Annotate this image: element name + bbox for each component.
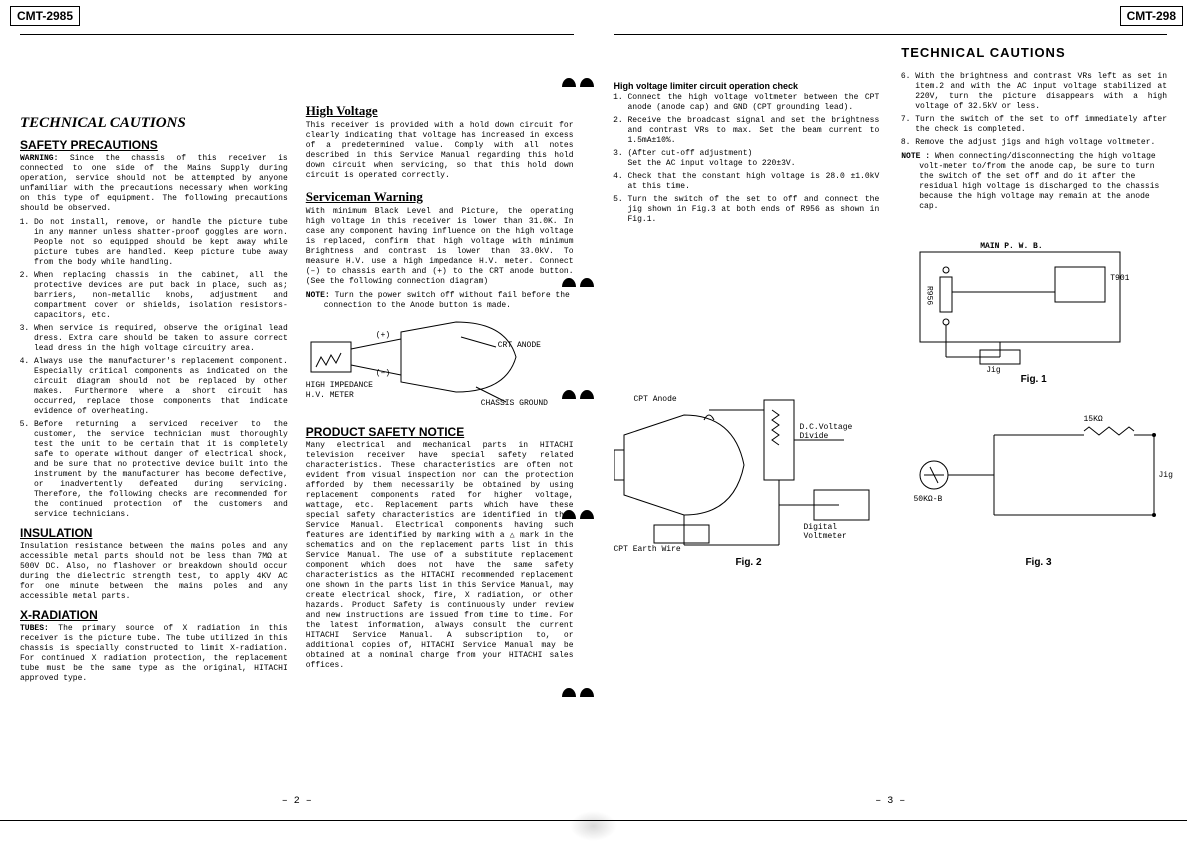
fig2-dcv-label: D.C.Voltage Divide xyxy=(800,423,884,441)
thumb-mark-icon xyxy=(562,78,576,87)
warning-paragraph: WARNING: Since the chassis of this recei… xyxy=(20,154,288,214)
diag-minus-label: (–) xyxy=(376,369,390,378)
safety-item: Always use the manufacturer's replacemen… xyxy=(34,357,288,417)
figure-3: 15KΩ 50KΩ-B Jig Fig. 3 xyxy=(904,395,1174,568)
thumb-mark-icon xyxy=(580,510,594,519)
safety-item: When service is required, observe the or… xyxy=(34,324,288,354)
safety-item: When replacing chassis in the cabinet, a… xyxy=(34,271,288,321)
hv-check-item: Receive the broadcast signal and set the… xyxy=(628,116,880,146)
hv-check-item: With the brightness and contrast VRs lef… xyxy=(915,72,1167,112)
right-note-text: When connecting/disconnecting the high v… xyxy=(919,152,1159,211)
diag-crt-anode-label: CRT ANODE xyxy=(498,341,541,350)
safety-item: Do not install, remove, or handle the pi… xyxy=(34,218,288,268)
fig3-caption: Fig. 3 xyxy=(904,557,1174,568)
diag-meter-label-1: HIGH IMPEDANCE xyxy=(306,381,373,390)
safety-precautions-heading: SAFETY PRECAUTIONS xyxy=(20,138,288,152)
hv-check-list-cont: With the brightness and contrast VRs lef… xyxy=(901,72,1167,148)
insulation-text: Insulation resistance between the mains … xyxy=(20,542,288,602)
fig-spacer xyxy=(614,242,881,385)
hv-check-item: (After cut-off adjustment) Set the AC in… xyxy=(628,149,880,169)
fig3-r1-label: 15KΩ xyxy=(1084,415,1103,424)
high-voltage-text: This receiver is provided with a hold do… xyxy=(306,121,574,181)
warning-label: WARNING: xyxy=(20,154,58,163)
left-col-2: High Voltage This receiver is provided w… xyxy=(306,75,574,688)
page-fold-shadow xyxy=(570,811,617,841)
fig1-t901-label: T901 xyxy=(1110,274,1129,283)
diag-plus-label: (+) xyxy=(376,331,390,340)
model-number-left: CMT-2985 xyxy=(10,6,80,26)
high-voltage-heading: High Voltage xyxy=(306,103,574,119)
hv-check-item-text: (After cut-off adjustment) Set the AC in… xyxy=(628,149,796,168)
thumb-mark-icon xyxy=(580,688,594,697)
note-paragraph: NOTE: Turn the power switch off without … xyxy=(324,291,574,311)
top-rule-right xyxy=(614,34,1168,35)
hv-check-item: Turn the switch of the set to off and co… xyxy=(628,195,880,225)
fig3-diagram: 15KΩ 50KΩ-B Jig xyxy=(904,395,1174,555)
fig3-jig-label: Jig xyxy=(1159,471,1173,480)
fig2-dv-label: Digital Voltmeter xyxy=(804,523,884,541)
fig2-anode-label: CPT Anode xyxy=(634,395,677,404)
hv-check-item: Check that the constant high voltage is … xyxy=(628,172,880,192)
product-safety-notice-heading: PRODUCT SAFETY NOTICE xyxy=(306,425,574,439)
fig3-r2-label: 50KΩ-B xyxy=(914,495,943,504)
serviceman-warning-heading: Serviceman Warning xyxy=(306,189,574,205)
thumb-mark-icon xyxy=(580,278,594,287)
diag-meter-label-2: H.V. METER xyxy=(306,391,354,400)
right-note-label: NOTE : xyxy=(901,152,930,161)
fig1-diagram: MAIN P. W. B. T901 R956 Jig xyxy=(900,242,1167,372)
tubes-label: TUBES: xyxy=(20,624,49,633)
fig3-svg xyxy=(904,395,1174,555)
page-left: CMT-2985 TECHNICAL CAUTIONS SAFETY PRECA… xyxy=(0,0,594,841)
hv-check-list: Connect the high voltage voltmeter betwe… xyxy=(614,93,880,225)
top-rule-left xyxy=(20,34,574,35)
fig1-main-label: MAIN P. W. B. xyxy=(980,242,1042,251)
x-radiation-text: The primary source of X radiation in thi… xyxy=(20,624,288,683)
figure-2: CPT Anode CPT Earth Wire D.C.Voltage Div… xyxy=(614,395,884,568)
hv-limiter-check-heading: High voltage limiter circuit operation c… xyxy=(614,81,880,91)
hv-check-item: Turn the switch of the set to off immedi… xyxy=(915,115,1167,135)
thumb-mark-icon xyxy=(580,390,594,399)
serviceman-warning-text: With minimum Black Level and Picture, th… xyxy=(306,207,574,287)
page-number-left: – 2 – xyxy=(282,796,312,807)
note-text: Turn the power switch off without fail b… xyxy=(324,291,570,310)
page-right: CMT-298 High voltage limiter circuit ope… xyxy=(594,0,1187,841)
thumb-mark-icon xyxy=(562,688,576,697)
fig1-caption: Fig. 1 xyxy=(900,374,1167,385)
fig1-r956-label: R956 xyxy=(924,286,933,305)
diag-chassis-ground-label: CHASSIS GROUND xyxy=(481,399,548,408)
fig2-caption: Fig. 2 xyxy=(614,557,884,568)
fig2-diagram: CPT Anode CPT Earth Wire D.C.Voltage Div… xyxy=(614,395,884,555)
hv-check-item: Remove the adjust jigs and high voltage … xyxy=(915,138,1167,148)
model-number-right: CMT-298 xyxy=(1120,6,1183,26)
fig2-earth-label: CPT Earth Wire xyxy=(614,545,681,554)
safety-item: Before returning a serviced receiver to … xyxy=(34,420,288,520)
hv-check-item: Connect the high voltage voltmeter betwe… xyxy=(628,93,880,113)
thumb-mark-icon xyxy=(562,390,576,399)
insulation-heading: INSULATION xyxy=(20,526,288,540)
right-columns: High voltage limiter circuit operation c… xyxy=(614,75,1168,228)
thumb-mark-icon xyxy=(562,510,576,519)
left-columns: TECHNICAL CAUTIONS SAFETY PRECAUTIONS WA… xyxy=(20,75,574,688)
note-label: NOTE: xyxy=(306,291,330,300)
figures-row: MAIN P. W. B. T901 R956 Jig Fig. 1 xyxy=(614,242,1168,385)
x-radiation-heading: X-RADIATION xyxy=(20,608,288,622)
fig1-jig-label: Jig xyxy=(986,366,1000,375)
warning-text: Since the chassis of this receiver is co… xyxy=(20,154,288,213)
figure-1: MAIN P. W. B. T901 R956 Jig Fig. 1 xyxy=(900,242,1167,385)
technical-cautions-heading-right: TECHNICAL CAUTIONS xyxy=(901,45,1167,60)
fig1-svg xyxy=(900,242,1150,372)
right-col-2: TECHNICAL CAUTIONS With the brightness a… xyxy=(901,75,1167,228)
product-safety-notice-text: Many electrical and mechanical parts in … xyxy=(306,441,574,671)
page-number-right: – 3 – xyxy=(875,796,905,807)
left-col-1: TECHNICAL CAUTIONS SAFETY PRECAUTIONS WA… xyxy=(20,75,288,688)
safety-list: Do not install, remove, or handle the pi… xyxy=(20,218,288,520)
technical-cautions-heading: TECHNICAL CAUTIONS xyxy=(20,115,288,132)
right-note: NOTE : When connecting/disconnecting the… xyxy=(919,152,1167,212)
thumb-mark-icon xyxy=(580,78,594,87)
crt-meter-diagram: (+) (–) CRT ANODE HIGH IMPEDANCE H.V. ME… xyxy=(306,317,574,417)
right-col-1: High voltage limiter circuit operation c… xyxy=(614,75,880,228)
figures-row-2: CPT Anode CPT Earth Wire D.C.Voltage Div… xyxy=(614,395,1168,568)
x-radiation-paragraph: TUBES: The primary source of X radiation… xyxy=(20,624,288,684)
thumb-mark-icon xyxy=(562,278,576,287)
